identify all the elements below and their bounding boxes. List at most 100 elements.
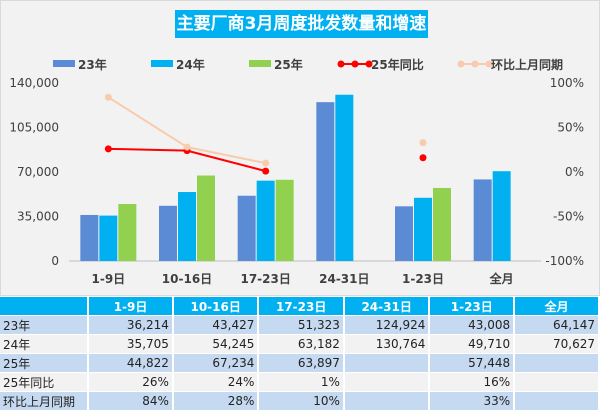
legend-marker [351, 60, 359, 68]
y-left-tick: 70,000 [17, 165, 59, 179]
y-right-tick: -100% [545, 254, 584, 268]
column-header: 17-23日 [258, 297, 345, 316]
row-label: 25年同比 [0, 372, 90, 392]
legend-marker [471, 60, 479, 68]
legend-label: 23年 [78, 57, 107, 72]
row-label: 环比上月同期 [0, 391, 90, 411]
table-cell: 49,710 [429, 334, 516, 354]
table-cell: 57,448 [429, 353, 516, 373]
point-25年同比 [104, 145, 112, 153]
table-cell: 43,008 [429, 315, 516, 335]
row-label: 25年 [0, 353, 90, 373]
table-cell: 43,427 [172, 315, 260, 335]
column-header: 1-9日 [88, 297, 174, 316]
chart-title: 主要厂商3月周度批发数量和增速 [175, 10, 428, 38]
bar-23年 [159, 205, 177, 261]
bar-23年 [237, 195, 256, 261]
y-left-tick: 0 [51, 254, 59, 268]
x-tick-label: 全月 [489, 271, 514, 286]
bar-24年 [178, 192, 196, 261]
point-环比上月同期 [104, 93, 112, 101]
legend-label: 25年 [274, 57, 303, 72]
chart-svg: 0 35,000 70,000 105,000 140,000 -100% -50% 0% 50… [9, 57, 584, 286]
table-cell: 54,245 [172, 334, 260, 354]
row-label: 23年 [0, 315, 90, 335]
bar-24年 [414, 197, 432, 261]
table-row: 25年 44,822 67,234 63,897 57,448 [0, 353, 600, 373]
bar-24年 [256, 180, 275, 261]
data-table: 1-9日 10-16日 17-23日 24-31日 1-23日 全月 23年 36,214 4… [0, 297, 600, 411]
point-环比上月同期 [419, 139, 427, 147]
table-cell: 63,897 [258, 353, 345, 373]
point-25年同比 [419, 154, 427, 162]
column-header [0, 297, 90, 316]
y-left-tick: 35,000 [17, 210, 59, 224]
table-cell: 24% [172, 372, 260, 392]
legend-marker [365, 60, 373, 68]
bar-24年 [492, 171, 511, 261]
table-row: 环比上月同期 84% 28% 10% 33% [0, 391, 600, 411]
bar-23年 [473, 179, 492, 261]
table-cell [514, 353, 600, 373]
x-tick-label: 10-16日 [162, 272, 212, 286]
table-cell: 16% [429, 372, 516, 392]
table-cell: 35,705 [88, 334, 174, 354]
point-环比上月同期 [183, 143, 191, 151]
table-cell: 124,924 [343, 315, 431, 335]
column-header: 10-16日 [172, 297, 260, 316]
legend-label: 24年 [176, 57, 205, 72]
bar-24年 [335, 94, 354, 261]
bar-23年 [395, 206, 413, 261]
table-cell [514, 372, 600, 392]
table-cell: 84% [88, 391, 174, 411]
row-label: 24年 [0, 334, 90, 354]
bar-23年 [316, 102, 335, 261]
bar-25年 [197, 175, 215, 261]
table-cell: 33% [429, 391, 516, 411]
legend-label: 25年同比 [371, 57, 424, 72]
table-cell: 10% [258, 391, 345, 411]
legend-marker [337, 60, 345, 68]
point-环比上月同期 [262, 159, 270, 167]
y-right-tick: 50% [557, 121, 584, 135]
y-left-tick: 140,000 [9, 76, 59, 90]
table-row: 24年 35,705 54,245 63,182 130,764 49,710 70,627 [0, 334, 600, 354]
x-tick-label: 17-23日 [240, 272, 290, 286]
legend-label: 环比上月同期 [491, 57, 563, 72]
x-tick-label: 1-9日 [91, 272, 125, 286]
table-cell: 70,627 [514, 334, 600, 354]
table-cell [343, 391, 431, 411]
table-row: 25年同比 26% 24% 1% 16% [0, 372, 600, 392]
bar-25年 [275, 179, 294, 261]
y-right-tick: -50% [553, 210, 584, 224]
table-cell: 1% [258, 372, 345, 392]
table-cell: 67,234 [172, 353, 260, 373]
table-cell: 36,214 [88, 315, 174, 335]
chart: 主要厂商3月周度批发数量和增速 0 35,000 70,000 105,000 140,… [0, 0, 600, 296]
bar-25年 [433, 187, 451, 261]
legend-swatch [249, 60, 271, 67]
table-cell: 64,147 [514, 315, 600, 335]
table-cell: 51,323 [258, 315, 345, 335]
y-right-tick: 100% [550, 76, 584, 90]
y-right-tick: 0% [565, 165, 584, 179]
column-header: 1-23日 [429, 297, 516, 316]
bar-24年 [99, 215, 118, 261]
table-cell: 130,764 [343, 334, 431, 354]
table-cell: 26% [88, 372, 174, 392]
legend-swatch [151, 60, 173, 67]
y-left-tick: 105,000 [9, 121, 59, 135]
table-cell [514, 391, 600, 411]
legend-swatch [53, 60, 75, 67]
x-tick-label: 1-23日 [402, 272, 444, 286]
point-25年同比 [262, 167, 270, 175]
table-row: 23年 36,214 43,427 51,323 124,924 43,008 64,147 [0, 315, 600, 335]
column-header: 24-31日 [343, 297, 431, 316]
table-cell [343, 372, 431, 392]
table-cell: 63,182 [258, 334, 345, 354]
legend-marker [485, 60, 493, 68]
bar-25年 [118, 204, 137, 261]
column-header: 全月 [514, 297, 600, 316]
table-cell [343, 353, 431, 373]
x-tick-label: 24-31日 [319, 272, 369, 286]
